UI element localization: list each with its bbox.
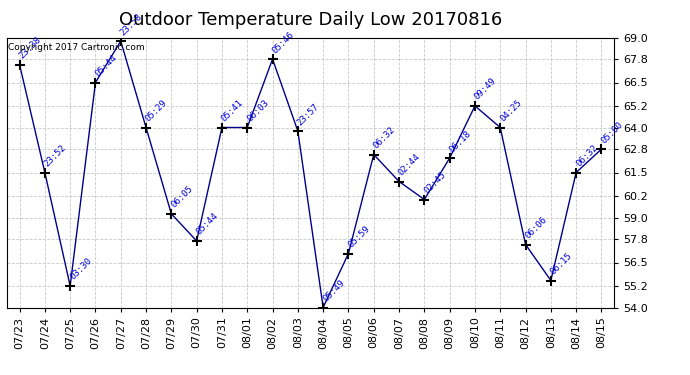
Text: 23:52: 23:52 <box>43 143 68 168</box>
Text: 05:44: 05:44 <box>195 211 220 237</box>
Text: 23:58: 23:58 <box>119 12 144 37</box>
Text: 03:30: 03:30 <box>68 256 93 282</box>
Text: 05:00: 05:00 <box>599 120 624 145</box>
Text: 23:38: 23:38 <box>17 35 43 60</box>
Text: 09:49: 09:49 <box>473 76 498 102</box>
Text: 02:44: 02:44 <box>397 152 422 177</box>
Text: 05:41: 05:41 <box>219 98 245 123</box>
Text: 06:06: 06:06 <box>523 215 549 240</box>
Text: 04:25: 04:25 <box>498 98 524 123</box>
Text: Copyright 2017 Cartronic.com: Copyright 2017 Cartronic.com <box>8 43 145 52</box>
Text: 06:05: 06:05 <box>169 184 195 210</box>
Text: 05:46: 05:46 <box>270 30 296 55</box>
Text: Temperature (°F): Temperature (°F) <box>550 23 658 33</box>
Text: 05:29: 05:29 <box>144 98 169 123</box>
Text: 06:32: 06:32 <box>574 143 600 168</box>
Text: 06:03: 06:03 <box>245 98 270 123</box>
Text: 06:32: 06:32 <box>371 125 397 150</box>
Text: 06:18: 06:18 <box>447 129 473 154</box>
Text: 02:45: 02:45 <box>422 170 448 195</box>
Text: 06:15: 06:15 <box>549 251 574 276</box>
Text: 05:49: 05:49 <box>321 278 346 303</box>
Text: Outdoor Temperature Daily Low 20170816: Outdoor Temperature Daily Low 20170816 <box>119 11 502 29</box>
Text: 23:57: 23:57 <box>295 102 321 127</box>
Text: 05:59: 05:59 <box>346 224 372 249</box>
Text: 05:44: 05:44 <box>93 53 119 78</box>
